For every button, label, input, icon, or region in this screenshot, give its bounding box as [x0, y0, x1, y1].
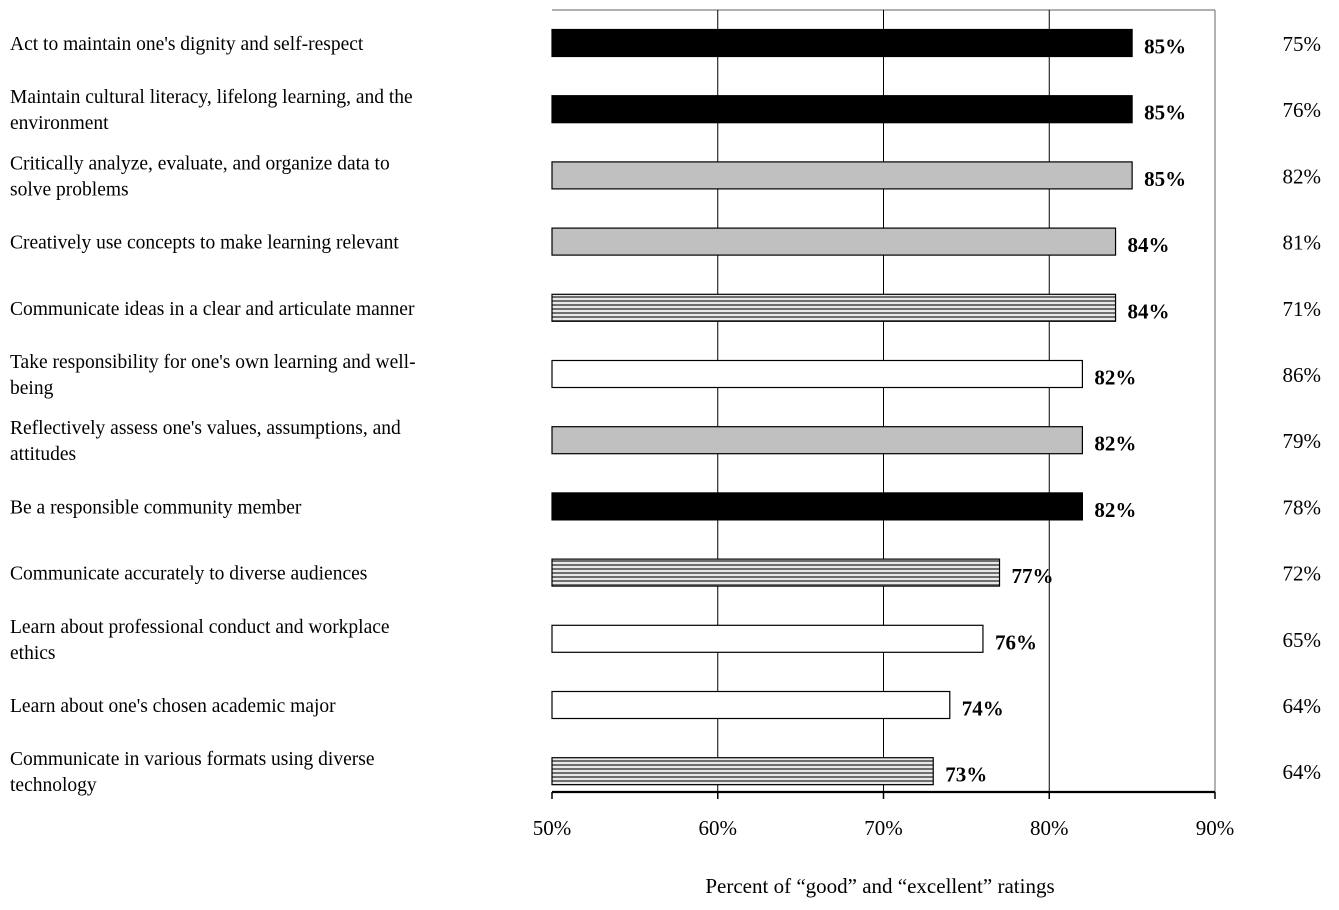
bar-value-label: 85%	[1144, 35, 1186, 59]
bar	[551, 757, 934, 786]
bar	[551, 492, 1084, 521]
category-label-line: attitudes	[10, 444, 76, 465]
category-label: Take responsibility for one's own learni…	[10, 352, 416, 399]
label-layer: 85% 75% Act to maintain one's dignity and …	[10, 32, 1321, 796]
x-tick-label: 50%	[533, 816, 572, 840]
bar	[551, 28, 1133, 58]
comparison-value-label: 72%	[1283, 562, 1322, 586]
comparison-value-label: 75%	[1283, 32, 1322, 56]
comparison-value-label: 81%	[1283, 231, 1322, 255]
category-label-line: Critically analyze, evaluate, and organi…	[10, 153, 390, 174]
category-label-line: technology	[10, 775, 97, 796]
category-label-line: Take responsibility for one's own learni…	[10, 352, 416, 373]
bar-value-label: 85%	[1144, 167, 1186, 191]
bar	[551, 624, 984, 653]
bar	[551, 293, 1117, 322]
category-label: Communicate accurately to diverse audien…	[10, 564, 367, 585]
bar-value-label: 76%	[995, 630, 1037, 654]
bar-value-label: 84%	[1128, 233, 1170, 257]
axis-layer: 50% 60% 70% 80% 90%	[533, 790, 1235, 840]
bar-value-label: 82%	[1094, 366, 1136, 390]
bar	[551, 227, 1117, 256]
bar	[551, 95, 1133, 124]
category-label: Communicate in various formats using div…	[10, 749, 374, 796]
category-label-line: being	[10, 378, 54, 399]
comparison-value-label: 64%	[1283, 694, 1322, 718]
grid-layer	[552, 9, 1216, 792]
comparison-value-label: 65%	[1283, 628, 1322, 652]
category-label: Creatively use concepts to make learning…	[10, 233, 399, 254]
bar	[551, 161, 1133, 190]
category-label-line: solve problems	[10, 179, 129, 200]
bar-value-label: 74%	[962, 697, 1004, 721]
category-label: Critically analyze, evaluate, and organi…	[10, 153, 390, 200]
category-label: Maintain cultural literacy, lifelong lea…	[10, 87, 413, 134]
x-tick-label: 70%	[864, 816, 903, 840]
x-tick-label: 80%	[1030, 816, 1069, 840]
bar-layer	[551, 28, 1133, 786]
comparison-value-label: 78%	[1283, 495, 1322, 519]
x-axis-title: Percent of “good” and “excellent” rating…	[705, 874, 1054, 898]
category-label: Learn about professional conduct and wor…	[10, 617, 390, 664]
category-label: Act to maintain one's dignity and self-r…	[10, 34, 364, 55]
bar-value-label: 84%	[1128, 299, 1170, 323]
bar	[551, 426, 1084, 455]
category-label-line: ethics	[10, 643, 55, 664]
comparison-value-label: 64%	[1283, 760, 1322, 784]
category-label-line: Reflectively assess one's values, assump…	[10, 418, 401, 439]
bar-value-label: 85%	[1144, 101, 1186, 125]
comparison-value-label: 76%	[1283, 98, 1322, 122]
comparison-value-label: 82%	[1283, 164, 1322, 188]
x-tick-label: 90%	[1196, 816, 1235, 840]
x-tick-label: 60%	[699, 816, 738, 840]
category-label-line: Learn about professional conduct and wor…	[10, 617, 390, 638]
bar-value-label: 77%	[1012, 564, 1054, 588]
category-label: Learn about one's chosen academic major	[10, 696, 336, 717]
category-label-line: environment	[10, 113, 109, 134]
bar	[551, 690, 951, 720]
category-label: Be a responsible community member	[10, 497, 302, 518]
bar	[551, 558, 1001, 587]
category-label: Reflectively assess one's values, assump…	[10, 418, 401, 465]
category-label: Communicate ideas in a clear and articul…	[10, 299, 415, 320]
category-label-line: Maintain cultural literacy, lifelong lea…	[10, 87, 413, 108]
bar-value-label: 82%	[1094, 498, 1136, 522]
bar-value-label: 82%	[1094, 432, 1136, 456]
comparison-value-label: 79%	[1283, 429, 1322, 453]
bar	[551, 359, 1084, 389]
bar-value-label: 73%	[945, 763, 987, 787]
comparison-value-label: 71%	[1283, 297, 1322, 321]
comparison-value-label: 86%	[1283, 363, 1322, 387]
category-label-line: Communicate in various formats using div…	[10, 749, 374, 770]
